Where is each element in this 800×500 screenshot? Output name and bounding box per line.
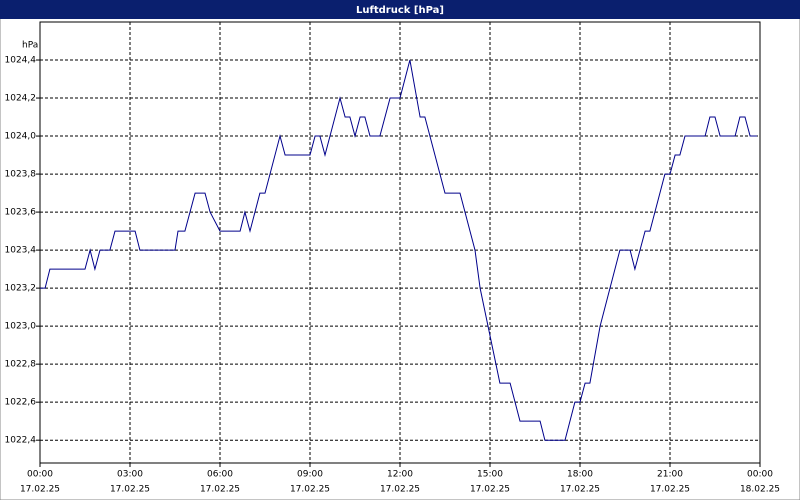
y-axis-label: hPa [22, 41, 38, 51]
title-bar [0, 0, 800, 19]
x-tick-date: 18.02.25 [740, 485, 780, 495]
line [40, 59, 757, 441]
y-tick-label: 1023,2 [5, 284, 37, 294]
y-tick-label: 1023,4 [5, 246, 37, 256]
y-tick-label: 1022,8 [5, 360, 37, 370]
x-tick-label: 18:00 [567, 470, 593, 480]
x-tick-label: 00:00 [27, 470, 53, 480]
x-tick-date: 17.02.25 [200, 485, 240, 495]
x-tick-label: 12:00 [387, 470, 413, 480]
y-tick-label: 1024,4 [5, 56, 37, 66]
x-tick-label: 15:00 [477, 470, 503, 480]
x-tick-label: 09:00 [297, 470, 323, 480]
x-tick-label: 06:00 [207, 470, 233, 480]
x-tick-date: 17.02.25 [560, 485, 600, 495]
chart-title: Luftdruck [hPa] [356, 5, 444, 16]
y-tick-label: 1024,2 [5, 94, 37, 104]
x-tick-date: 17.02.25 [470, 485, 510, 495]
x-tick-date: 17.02.25 [380, 485, 420, 495]
y-tick-label: 1022,6 [5, 398, 37, 408]
x-tick-label: 21:00 [657, 470, 683, 480]
y-tick-label: 1024,0 [5, 132, 37, 142]
x-tick-date: 17.02.25 [20, 485, 60, 495]
y-tick-label: 1023,0 [5, 322, 37, 332]
x-tick-label: 00:00 [747, 470, 773, 480]
x-tick-date: 17.02.25 [650, 485, 690, 495]
y-tick-label: 1022,4 [5, 436, 37, 446]
y-tick-label: 1023,6 [5, 208, 37, 218]
x-tick-date: 17.02.25 [290, 485, 330, 495]
x-tick-date: 17.02.25 [110, 485, 150, 495]
x-tick-label: 03:00 [117, 470, 143, 480]
y-tick-label: 1023,8 [5, 170, 37, 180]
